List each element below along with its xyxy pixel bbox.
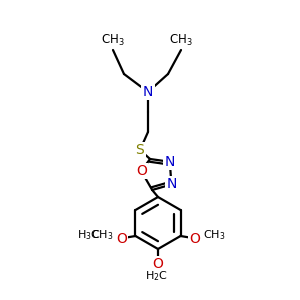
Text: N: N xyxy=(143,85,153,99)
Text: H$_2$C: H$_2$C xyxy=(145,269,167,283)
Text: CH$_3$: CH$_3$ xyxy=(202,228,225,242)
Text: O: O xyxy=(189,232,200,246)
Text: O: O xyxy=(116,232,127,246)
Text: S: S xyxy=(136,143,144,157)
Text: CH$_3$: CH$_3$ xyxy=(91,228,113,242)
Text: N: N xyxy=(166,178,177,191)
Text: CH$_3$: CH$_3$ xyxy=(101,32,125,47)
Text: CH$_3$: CH$_3$ xyxy=(169,32,193,47)
Text: N: N xyxy=(165,155,175,169)
Text: O: O xyxy=(136,164,147,178)
Text: H$_3$C: H$_3$C xyxy=(76,228,100,242)
Text: O: O xyxy=(153,257,164,271)
